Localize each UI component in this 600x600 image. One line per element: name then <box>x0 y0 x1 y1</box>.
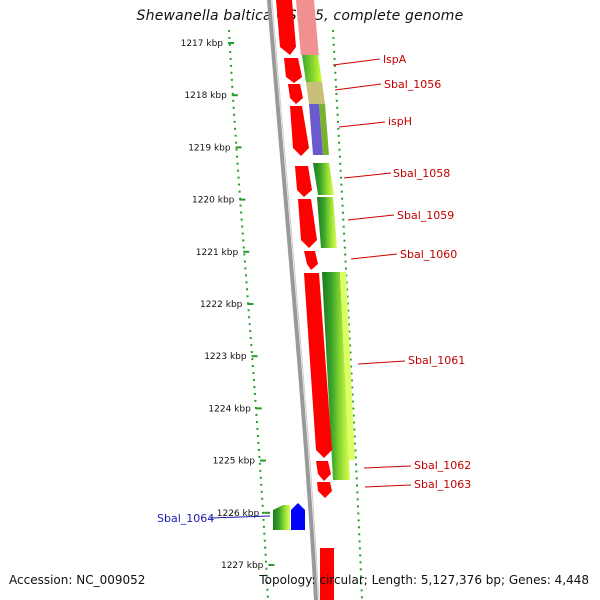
gc-block <box>273 505 290 530</box>
cds-arrow <box>295 166 312 197</box>
gene-label: Sbal_1064 <box>157 512 214 525</box>
gene-label: Sbal_1063 <box>414 478 471 491</box>
cds-track <box>276 0 334 600</box>
ruler-tick-label: 1224 kbp <box>208 404 251 414</box>
ruler-tick-label: 1223 kbp <box>204 352 247 362</box>
gc-strip <box>322 272 350 480</box>
gc-strip <box>306 82 325 104</box>
ruler-tick-label: 1225 kbp <box>213 457 256 467</box>
gc-content-ring <box>296 0 355 480</box>
ruler-ticks: 1217 kbp 1218 kbp 1219 kbp 1220 kbp 1221 kbp… <box>181 39 275 571</box>
gene-label: Sbal_1060 <box>400 248 457 261</box>
cds-arrow <box>320 548 334 600</box>
ruler-tick-label: 1221 kbp <box>196 248 239 258</box>
gene-labels: lspA Sbal_1056 ispH Sbal_1058 Sbal_1059 … <box>157 53 471 525</box>
gc-strip <box>309 104 323 155</box>
topology-label: Topology: circular; Length: 5,127,376 bp… <box>259 573 589 587</box>
gc-strip <box>319 104 329 155</box>
outer-dotted-arc <box>332 29 363 600</box>
sbal-1064-features <box>273 503 305 530</box>
cds-arrow <box>304 251 318 270</box>
cds-arrow <box>304 273 332 458</box>
gene-label: Sbal_1056 <box>384 78 441 91</box>
gene-label: lspA <box>383 53 407 66</box>
cds-arrow <box>290 106 309 156</box>
ruler-tick-label: 1226 kbp <box>217 509 260 519</box>
ruler-tick-label: 1220 kbp <box>192 196 235 206</box>
gc-strip-right <box>340 272 355 460</box>
gc-strip <box>317 197 337 248</box>
gc-strip <box>313 163 334 195</box>
gene-label: Sbal_1061 <box>408 354 465 367</box>
label-leaders <box>209 58 412 519</box>
ruler-tick-label: 1227 kbp <box>221 561 264 571</box>
cds-arrow <box>317 482 332 498</box>
ruler-tick-label: 1222 kbp <box>200 300 243 310</box>
gene-label: Sbal_1058 <box>393 167 450 180</box>
cds-arrow <box>276 0 296 55</box>
cds-arrow <box>284 58 302 83</box>
gene-label: Sbal_1062 <box>414 459 471 472</box>
gene-label: Sbal_1059 <box>397 209 454 222</box>
cds-arrow <box>298 199 317 248</box>
ruler-tick-label: 1219 kbp <box>188 143 231 153</box>
gc-strip <box>296 0 319 55</box>
genome-backbone <box>267 0 318 600</box>
cds-arrow <box>288 84 303 104</box>
cds-arrow <box>316 461 331 481</box>
blue-arrow <box>291 503 305 530</box>
accession-label: Accession: NC_009052 <box>9 573 146 587</box>
ruler-tick-label: 1218 kbp <box>184 91 227 101</box>
gene-label: ispH <box>388 115 412 128</box>
genome-backbone-edge <box>271 0 320 600</box>
ruler-tick-label: 1217 kbp <box>181 39 224 49</box>
gc-strip <box>302 55 322 82</box>
